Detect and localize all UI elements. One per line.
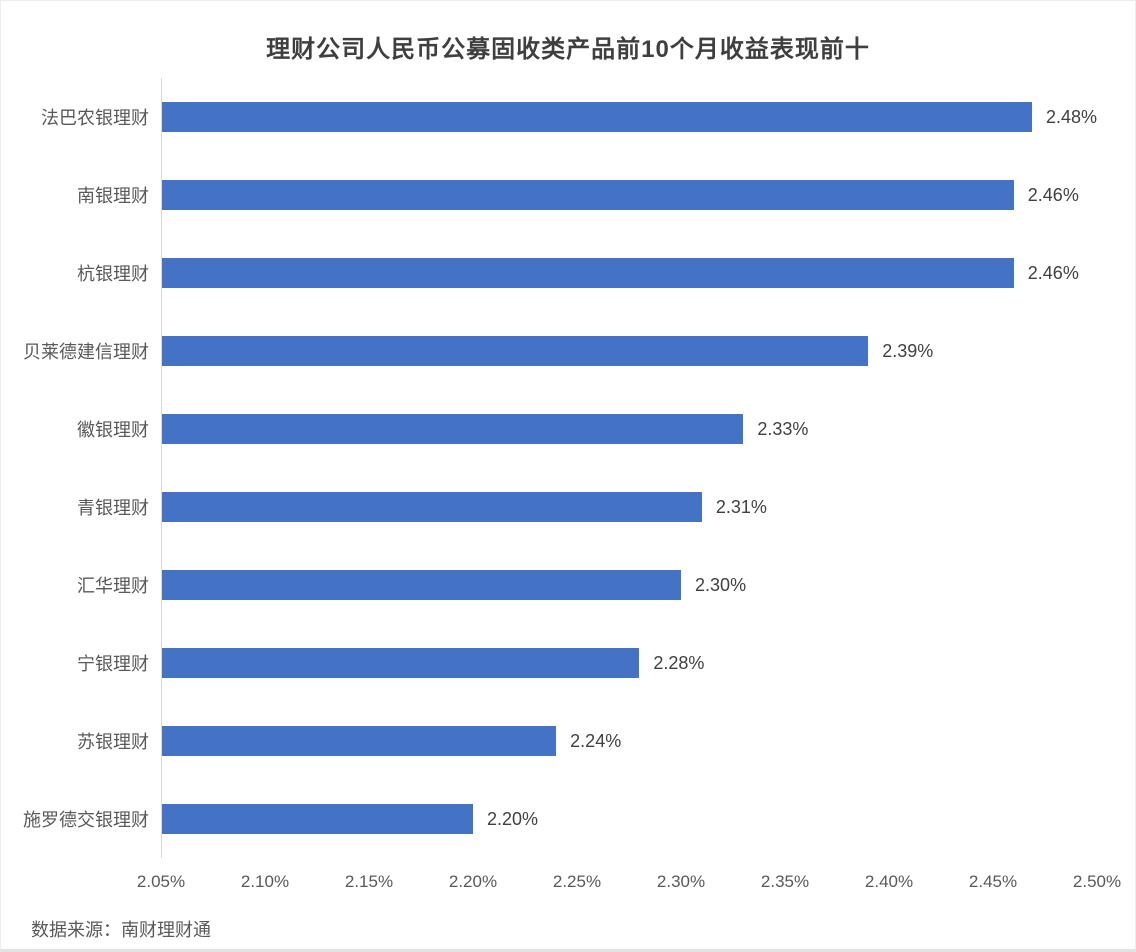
x-axis-tick-label: 2.40% [864, 872, 914, 891]
category-label: 法巴农银理财 [41, 108, 149, 128]
value-label: 2.48% [1045, 106, 1097, 127]
chart-row: 法巴农银理财 2.48% [1, 78, 1135, 156]
value-label: 2.31% [715, 496, 767, 517]
category-label: 杭银理财 [77, 264, 149, 284]
chart-row: 苏银理财 2.24% [1, 702, 1135, 780]
bar [161, 726, 557, 756]
chart-title: 理财公司人民币公募固收类产品前10个月收益表现前十 [266, 36, 870, 63]
category-label: 青银理财 [77, 498, 149, 518]
x-axis-tick-label: 2.25% [552, 872, 602, 891]
category-label: 南银理财 [77, 186, 149, 206]
value-label: 2.20% [486, 808, 539, 829]
bar [161, 180, 1014, 210]
value-label: 2.39% [882, 340, 934, 361]
category-label: 贝莱德建信理财 [23, 342, 149, 362]
chart-row: 贝莱德建信理财 2.39% [1, 312, 1135, 390]
category-label: 宁银理财 [77, 654, 149, 674]
value-label: 2.30% [695, 574, 747, 595]
bar [161, 570, 682, 600]
data-source-note: 数据来源：南财理财通 [31, 920, 211, 940]
bar [161, 102, 1032, 132]
bar-chart: 法巴农银理财 2.48% 南银理财 2.46% 杭银理财 2.46% 贝莱德建信理财 2.39… [1, 78, 1135, 900]
value-label: 2.46% [1027, 262, 1079, 283]
bar-track: 2.39% [161, 336, 1097, 366]
bar-track: 2.28% [161, 648, 1097, 678]
bar-track: 2.24% [161, 726, 1097, 756]
x-axis-tick-label: 2.30% [656, 872, 706, 891]
value-label: 2.24% [570, 730, 622, 751]
bar [161, 492, 702, 522]
category-label: 苏银理财 [77, 732, 149, 752]
bar-track: 2.48% [161, 102, 1097, 132]
chart-row: 青银理财 2.31% [1, 468, 1135, 546]
chart-row: 杭银理财 2.46% [1, 234, 1135, 312]
chart-row: 施罗德交银理财 2.20% [1, 780, 1135, 858]
x-axis-tick-label: 2.15% [344, 872, 394, 891]
x-axis-tick-label: 2.20% [448, 872, 498, 891]
bar [161, 648, 640, 678]
chart-plot-area: 法巴农银理财 2.48% 南银理财 2.46% 杭银理财 2.46% 贝莱德建信理财 2.39… [1, 78, 1135, 858]
bar [161, 258, 1014, 288]
x-axis-tick-label: 2.05% [136, 872, 186, 891]
chart-row: 汇华理财 2.30% [1, 546, 1135, 624]
value-label: 2.28% [653, 652, 705, 673]
chart-row: 南银理财 2.46% [1, 156, 1135, 234]
x-axis: 2.05% 2.10% 2.15% 2.20% 2.25% 2.30% 2.35% 2.40%… [137, 858, 1121, 900]
chart-row: 徽银理财 2.33% [1, 390, 1135, 468]
bar-track: 2.46% [161, 180, 1097, 210]
bar-track: 2.33% [161, 414, 1097, 444]
y-axis-line [161, 78, 162, 858]
category-label: 徽银理财 [77, 420, 149, 440]
bar-track: 2.20% [161, 804, 1097, 834]
bar-track: 2.31% [161, 492, 1097, 522]
value-label: 2.46% [1027, 184, 1079, 205]
x-axis-tick-label: 2.35% [760, 872, 810, 891]
bar [161, 804, 473, 834]
bar [161, 414, 744, 444]
bar-track: 2.46% [161, 258, 1097, 288]
x-axis-tick-label: 2.50% [1072, 872, 1122, 891]
bar [161, 336, 869, 366]
value-label: 2.33% [757, 418, 809, 439]
x-axis-tick-label: 2.10% [240, 872, 290, 891]
x-axis-tick-label: 2.45% [968, 872, 1018, 891]
category-label: 施罗德交银理财 [23, 810, 149, 830]
bar-track: 2.30% [161, 570, 1097, 600]
chart-row: 宁银理财 2.28% [1, 624, 1135, 702]
category-label: 汇华理财 [77, 576, 149, 596]
